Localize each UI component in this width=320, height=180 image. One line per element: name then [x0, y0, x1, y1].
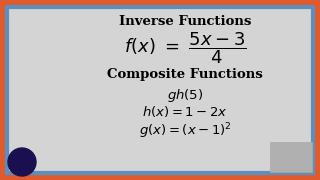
FancyBboxPatch shape [270, 142, 312, 172]
Text: Composite Functions: Composite Functions [107, 68, 263, 81]
Text: $gh(5)$: $gh(5)$ [167, 87, 203, 104]
Circle shape [8, 148, 36, 176]
Text: Inverse Functions: Inverse Functions [119, 15, 251, 28]
Text: $g(x) = (x-1)^2$: $g(x) = (x-1)^2$ [139, 121, 231, 141]
Text: $h(x) = 1 - 2x$: $h(x) = 1 - 2x$ [142, 104, 228, 119]
Text: $f(x)\ =\ \dfrac{5x-3}{4}$: $f(x)\ =\ \dfrac{5x-3}{4}$ [124, 30, 246, 66]
FancyBboxPatch shape [7, 7, 313, 173]
